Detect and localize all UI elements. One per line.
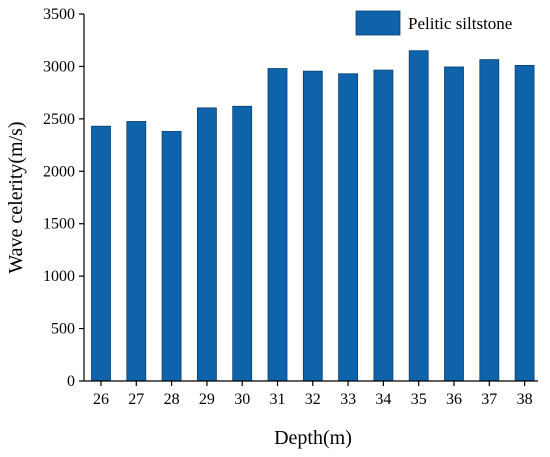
- x-tick-label: 35: [411, 391, 427, 408]
- y-ticks: 0 500 1000 1500 2000 2500 3000 3500: [43, 6, 84, 390]
- x-axis-title: Depth(m): [274, 427, 352, 449]
- y-tick-label: 1500: [43, 216, 75, 233]
- bar-26: [91, 125, 111, 382]
- bar-32: [302, 70, 323, 382]
- y-tick-label: 3500: [43, 6, 75, 23]
- bar-27: [126, 121, 147, 382]
- bar-31: [267, 68, 288, 382]
- legend-label: Pelitic siltstone: [408, 14, 512, 33]
- y-tick-label: 2500: [43, 111, 75, 128]
- bar-38: [514, 64, 535, 382]
- legend-swatch: [355, 10, 401, 36]
- x-tick-label: 38: [517, 391, 533, 408]
- bar-35: [408, 50, 429, 382]
- x-tick-label: 30: [234, 391, 250, 408]
- x-tick-label: 28: [164, 391, 180, 408]
- bar-34: [373, 69, 394, 382]
- bar-30: [232, 105, 253, 382]
- y-axis-title: Wave celerity(m/s): [5, 121, 27, 273]
- bar-33: [338, 73, 359, 382]
- y-tick-label: 1000: [43, 268, 75, 285]
- bar-29: [196, 107, 217, 382]
- bars-layer: [91, 50, 535, 382]
- bar-36: [444, 66, 464, 382]
- x-ticks: 26 27 28 29 30 31 32 33 34 35 36 37 38: [93, 381, 533, 408]
- y-tick-label: 2000: [43, 163, 75, 180]
- y-tick-label: 500: [51, 321, 75, 338]
- bar-37: [479, 59, 500, 382]
- x-tick-label: 37: [481, 391, 497, 408]
- x-tick-label: 32: [305, 391, 321, 408]
- x-tick-label: 29: [199, 391, 215, 408]
- x-tick-label: 26: [93, 391, 109, 408]
- x-tick-label: 27: [128, 391, 144, 408]
- y-tick-label: 3000: [43, 58, 75, 75]
- x-tick-label: 33: [340, 391, 356, 408]
- x-tick-label: 36: [446, 391, 462, 408]
- x-tick-label: 34: [375, 391, 391, 408]
- bar-28: [161, 131, 182, 382]
- legend: Pelitic siltstone: [355, 10, 512, 36]
- y-tick-label: 0: [67, 373, 75, 390]
- x-tick-label: 31: [270, 391, 286, 408]
- axes-layer: [83, 14, 538, 382]
